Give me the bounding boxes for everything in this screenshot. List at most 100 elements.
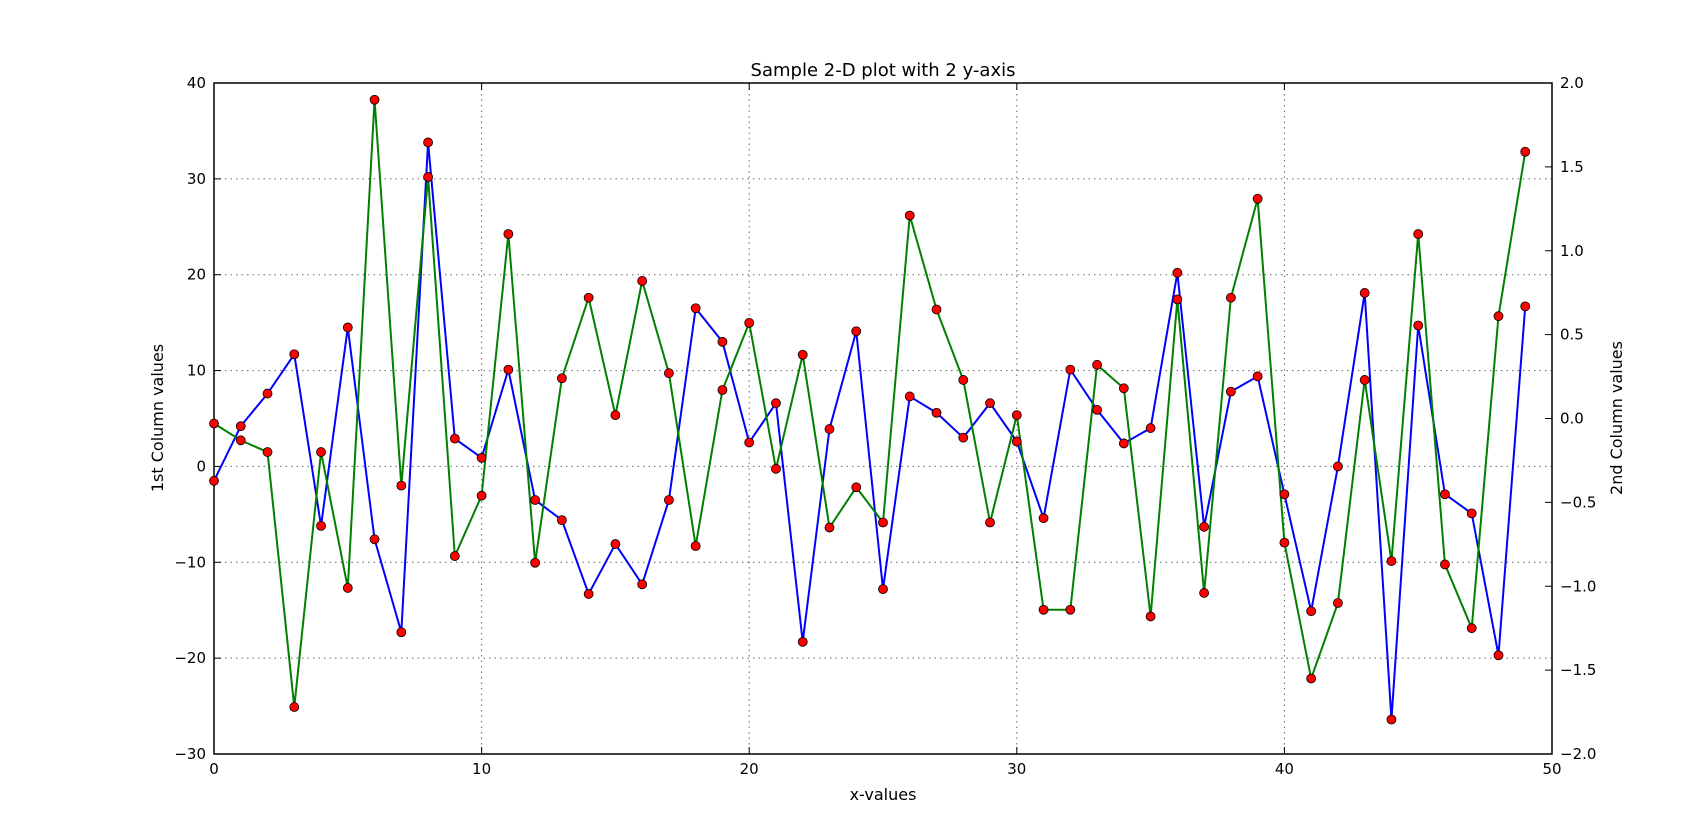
series-1-point bbox=[342, 322, 353, 333]
series-2-point bbox=[1386, 556, 1397, 566]
series-2-point bbox=[851, 482, 862, 493]
series-1-point bbox=[637, 579, 648, 590]
series-layer bbox=[209, 94, 1531, 725]
y-right-tick-label: 2.0 bbox=[1560, 74, 1584, 92]
x-tick-label: 10 bbox=[472, 760, 491, 778]
y-axis-left-label: 1st Column values bbox=[148, 344, 167, 492]
y-left-tick-label: 10 bbox=[187, 362, 206, 380]
series-1-point bbox=[235, 421, 246, 432]
series-1-point bbox=[1145, 423, 1156, 433]
series-2-point bbox=[235, 435, 246, 446]
series-1-point bbox=[423, 137, 433, 148]
y-right-tick-label: 0.0 bbox=[1560, 410, 1584, 428]
series-2-point bbox=[797, 349, 808, 360]
series-2-point bbox=[931, 304, 942, 315]
x-tick-label: 40 bbox=[1275, 760, 1294, 778]
series-2-point bbox=[316, 447, 326, 457]
series-2-point bbox=[664, 368, 674, 379]
series-1-point bbox=[664, 495, 674, 505]
series-2-point bbox=[1065, 604, 1076, 615]
series-1-point bbox=[556, 515, 567, 526]
series-1-point bbox=[1011, 436, 1022, 447]
chart-title: Sample 2-D plot with 2 y-axis bbox=[751, 60, 1016, 81]
series-2-point bbox=[1333, 598, 1343, 608]
x-tick-label: 30 bbox=[1007, 760, 1026, 778]
series-2-point bbox=[1493, 311, 1504, 322]
series-1-point bbox=[797, 636, 808, 647]
y-right-tick-label: −1.5 bbox=[1560, 661, 1596, 679]
series-1-point bbox=[262, 388, 273, 399]
series-1-point bbox=[1172, 267, 1183, 278]
series-1-point bbox=[878, 584, 888, 595]
series-2-point bbox=[503, 229, 514, 239]
series-2-point bbox=[878, 517, 888, 528]
grid-layer bbox=[214, 83, 1552, 754]
series-2-point bbox=[209, 418, 219, 429]
y-right-tick-label: 1.5 bbox=[1560, 158, 1584, 176]
series-2-point bbox=[583, 292, 594, 303]
series-1-point bbox=[1413, 320, 1424, 331]
series-1-point bbox=[289, 349, 300, 360]
series-2-point bbox=[1038, 604, 1049, 615]
x-tick-label: 20 bbox=[740, 760, 759, 778]
series-1-point bbox=[1279, 489, 1290, 500]
series-1-point bbox=[690, 303, 701, 314]
y-left-tick-label: −30 bbox=[174, 745, 206, 763]
series-2-point bbox=[1092, 359, 1102, 370]
series-2-point bbox=[1466, 623, 1477, 634]
series-2-point bbox=[1225, 292, 1236, 303]
series-1-point bbox=[717, 336, 728, 347]
series-1-point bbox=[1466, 508, 1477, 519]
series-2-point bbox=[1172, 294, 1183, 305]
series-1-point bbox=[1065, 364, 1076, 375]
series-2-point bbox=[1279, 537, 1290, 548]
series-2-point bbox=[717, 385, 728, 395]
series-2-point bbox=[1252, 193, 1263, 204]
series-1-point bbox=[931, 407, 942, 418]
series-1-point bbox=[744, 437, 755, 448]
series-2-point bbox=[1413, 229, 1424, 239]
series-2-point bbox=[958, 375, 969, 385]
series-1-point bbox=[1359, 288, 1370, 298]
series-1-point bbox=[1333, 461, 1343, 472]
series-2-point bbox=[771, 463, 781, 474]
series-2-point bbox=[904, 210, 915, 221]
x-tick-label: 50 bbox=[1542, 760, 1561, 778]
series-1-point bbox=[1225, 386, 1236, 397]
series-1-point bbox=[1252, 371, 1263, 382]
series-2-point bbox=[1520, 146, 1531, 157]
series-2-point bbox=[1145, 611, 1156, 622]
series-2-point bbox=[824, 522, 835, 533]
series-2-point bbox=[396, 480, 407, 491]
series-1-point bbox=[985, 398, 995, 409]
series-2-point bbox=[369, 94, 380, 105]
y-left-tick-label: −20 bbox=[174, 649, 206, 667]
series-1-point bbox=[851, 326, 862, 337]
series-2-point bbox=[1011, 410, 1022, 421]
series-1-point bbox=[530, 495, 541, 505]
series-line-2 bbox=[213, 98, 1527, 709]
series-1-point bbox=[1493, 650, 1504, 661]
series-1-point bbox=[209, 475, 219, 486]
series-1-point bbox=[1440, 489, 1450, 500]
series-1-point bbox=[1306, 606, 1317, 617]
y-right-tick-label: 1.0 bbox=[1560, 242, 1584, 260]
series-1-point bbox=[1038, 513, 1049, 524]
series-2-point bbox=[1118, 383, 1129, 394]
series-line-1 bbox=[213, 141, 1527, 721]
series-2-point bbox=[637, 276, 648, 286]
y-left-tick-label: 30 bbox=[187, 170, 206, 188]
y-left-tick-label: 0 bbox=[196, 457, 206, 475]
y-left-tick-label: 40 bbox=[187, 74, 206, 92]
series-1-point bbox=[1092, 404, 1102, 415]
series-2-point bbox=[556, 373, 567, 384]
series-1-point bbox=[771, 398, 781, 409]
series-1-point bbox=[1386, 714, 1397, 725]
series-1-point bbox=[396, 627, 407, 638]
series-2-point bbox=[449, 551, 460, 561]
series-1-point bbox=[904, 391, 915, 402]
y-left-tick-label: 20 bbox=[187, 266, 206, 284]
series-1-point bbox=[1199, 521, 1210, 532]
series-1-point bbox=[369, 534, 380, 545]
series-2-point bbox=[530, 557, 541, 568]
